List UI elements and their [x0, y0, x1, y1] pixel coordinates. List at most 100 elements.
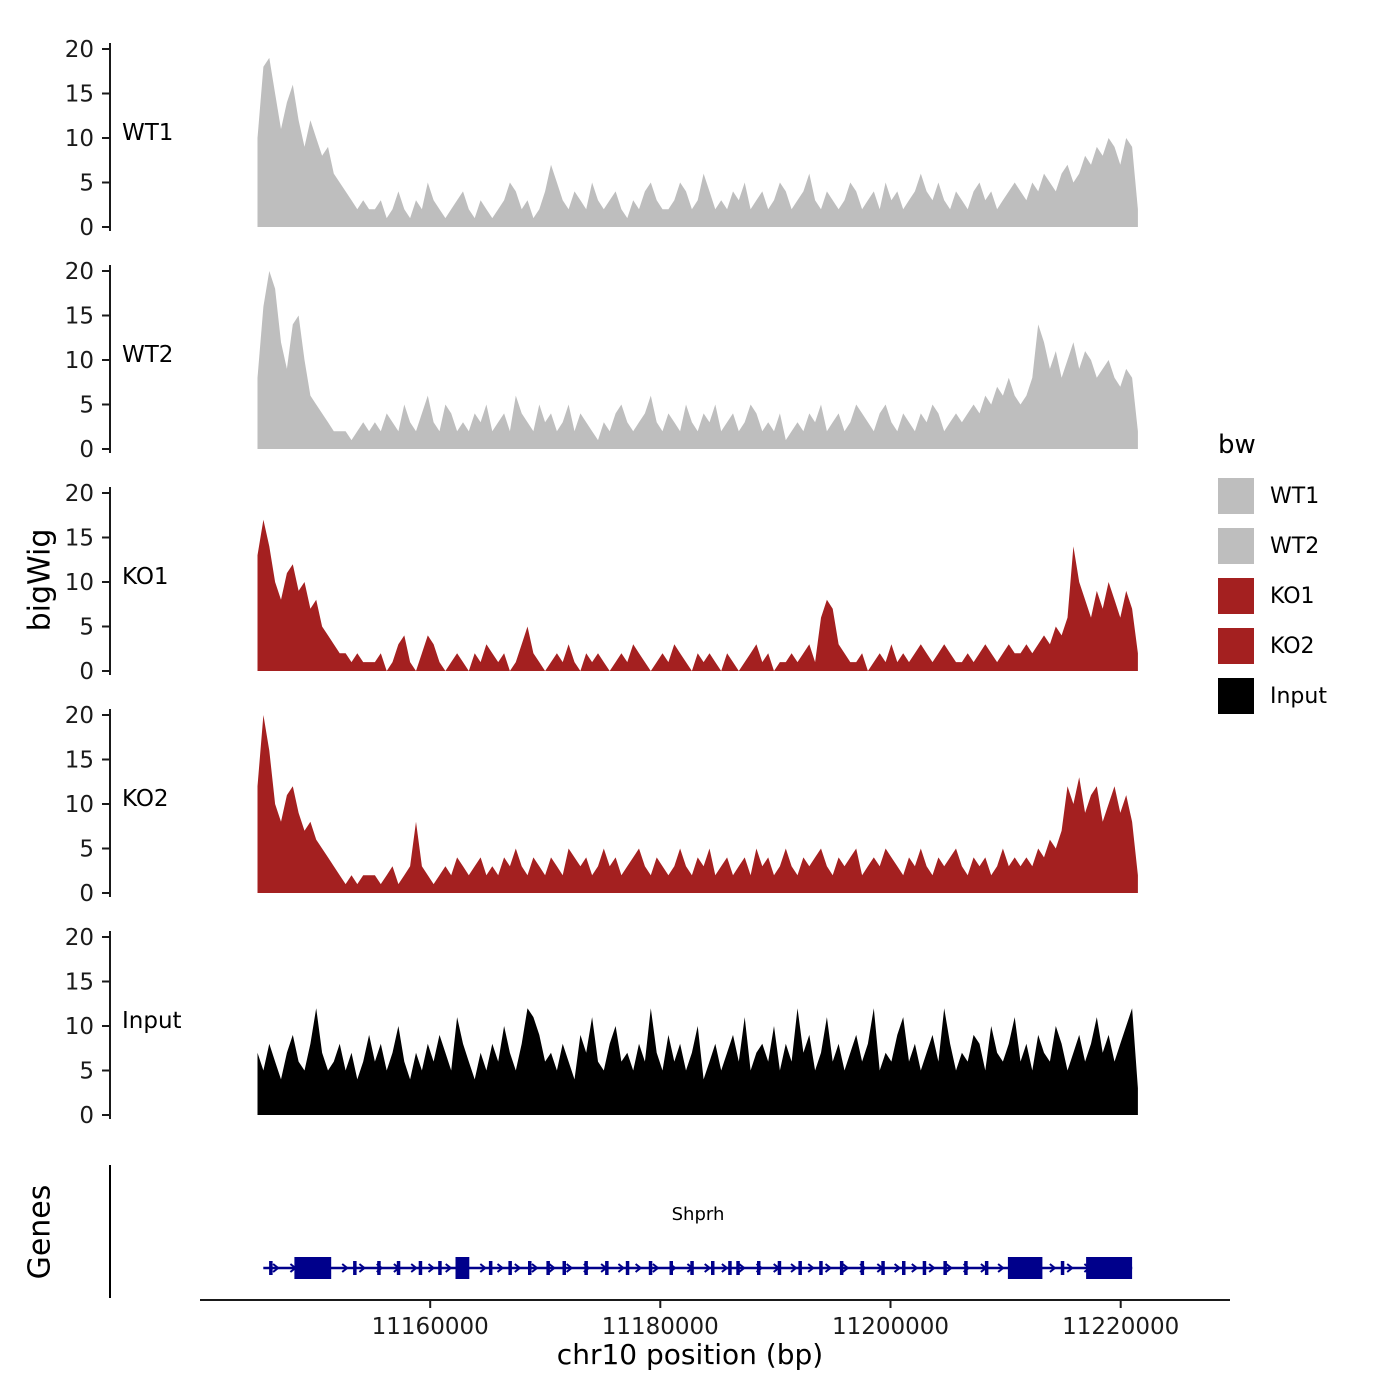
y-tick-label: 5	[79, 615, 94, 641]
exon	[860, 1261, 865, 1275]
y-tick-label: 15	[65, 82, 94, 108]
x-tick-label: 11220000	[1062, 1314, 1179, 1340]
exon	[839, 1261, 844, 1275]
exon	[418, 1261, 423, 1275]
exon	[757, 1261, 761, 1275]
exon	[528, 1261, 532, 1275]
track-panel-ko2: 0 5 10 15 20 KO2	[65, 703, 1138, 907]
exon	[377, 1261, 381, 1275]
strand-arrow-icon	[341, 1263, 349, 1273]
legend-entry-ko1: KO1	[1218, 578, 1327, 614]
y-tick-label: 5	[79, 393, 94, 419]
track-label-input: Input	[122, 1008, 182, 1034]
strand-arrow-icon	[427, 1263, 436, 1273]
exon	[922, 1261, 927, 1275]
y-tick-label: 10	[65, 348, 94, 374]
legend-label: KO2	[1270, 633, 1315, 659]
coverage-area-ko2	[257, 715, 1138, 893]
legend-swatch	[1218, 478, 1254, 514]
coverage-area-wt1	[257, 57, 1138, 228]
exon	[711, 1261, 715, 1275]
y-tick-label: 20	[65, 703, 94, 729]
track-panel-input: 0 5 10 15 20 Input	[65, 925, 1138, 1129]
strand-arrow-icon	[928, 1263, 936, 1273]
exon	[902, 1261, 906, 1275]
y-tick-label: 0	[79, 1103, 94, 1129]
strand-arrow-icon	[652, 1263, 660, 1273]
y-tick-label: 15	[65, 970, 94, 996]
strand-arrow-icon	[410, 1263, 418, 1273]
exon	[584, 1261, 588, 1275]
exon	[881, 1261, 885, 1275]
y-tick-label: 20	[65, 37, 94, 63]
exon	[269, 1261, 273, 1275]
y-tick-label: 0	[79, 437, 94, 463]
exon-large	[1086, 1257, 1133, 1279]
exon	[943, 1261, 947, 1275]
exon	[777, 1261, 782, 1275]
strand-arrow-icon	[617, 1263, 626, 1273]
strand-arrow-icon	[790, 1263, 798, 1273]
legend-entry-ko2: KO2	[1218, 628, 1327, 664]
y-tick-label: 20	[65, 481, 94, 507]
legend-entry-wt2: WT2	[1218, 528, 1327, 564]
y-tick-label: 0	[79, 215, 94, 241]
exon	[546, 1261, 550, 1275]
y-tick-label: 15	[65, 526, 94, 552]
x-tick-label: 11160000	[372, 1314, 489, 1340]
exon	[625, 1261, 630, 1275]
strand-arrow-icon	[824, 1263, 833, 1273]
strand-arrow-icon	[445, 1263, 453, 1273]
strand-arrow-icon	[842, 1263, 850, 1273]
coverage-area-ko1	[257, 519, 1138, 671]
y-tick-label: 20	[65, 925, 94, 951]
exon	[605, 1261, 609, 1275]
coverage-area-wt2	[257, 271, 1138, 449]
strand-arrow-icon	[1049, 1263, 1057, 1273]
exon	[508, 1261, 512, 1275]
legend-entry-input: Input	[1218, 678, 1327, 714]
y-tick-label: 10	[65, 570, 94, 596]
exon-large	[455, 1257, 470, 1279]
legend-entries: WT1 WT2 KO1 KO2 Input	[1218, 478, 1327, 714]
track-panel-ko1: 0 5 10 15 20 KO1	[65, 481, 1138, 685]
strand-arrow-icon	[704, 1263, 712, 1273]
strand-arrow-icon	[514, 1263, 522, 1273]
y-tick-label: 5	[79, 837, 94, 863]
strand-arrow-icon	[911, 1263, 919, 1273]
track-label-wt2: WT2	[122, 342, 173, 368]
exon	[728, 1261, 732, 1275]
x-tick-label: 11200000	[832, 1314, 949, 1340]
exon	[396, 1261, 401, 1275]
exon	[1060, 1261, 1065, 1275]
y-tick-label: 15	[65, 748, 94, 774]
track-panel-wt1: 0 5 10 15 20 WT1	[65, 37, 1138, 241]
track-label-wt1: WT1	[122, 120, 173, 146]
legend-entry-wt1: WT1	[1218, 478, 1327, 514]
exon-large	[1007, 1257, 1043, 1279]
strand-arrow-icon	[893, 1263, 902, 1273]
x-axis-title: chr10 position (bp)	[556, 1338, 824, 1371]
track-label-ko2: KO2	[122, 786, 169, 812]
strand-arrow-icon	[496, 1263, 505, 1273]
genes-panel: Shprh	[109, 1165, 1133, 1298]
exon	[648, 1261, 653, 1275]
x-axis: 11160000 11180000 11200000 11220000	[200, 1299, 1230, 1340]
strand-arrow-icon	[358, 1263, 367, 1273]
gene-name-label: Shprh	[672, 1204, 725, 1225]
exon	[488, 1261, 493, 1275]
strand-arrow-icon	[738, 1263, 746, 1273]
exon-large	[294, 1257, 332, 1279]
legend-swatch	[1218, 528, 1254, 564]
exon	[819, 1261, 823, 1275]
strand-arrow-icon	[634, 1263, 643, 1273]
legend-swatch	[1218, 678, 1254, 714]
legend-swatch	[1218, 628, 1254, 664]
y-tick-label: 15	[65, 304, 94, 330]
y-tick-label: 10	[65, 126, 94, 152]
exon	[562, 1261, 566, 1275]
exon	[669, 1261, 673, 1275]
legend-label: KO1	[1270, 583, 1315, 609]
strand-arrow-icon	[1066, 1263, 1074, 1273]
